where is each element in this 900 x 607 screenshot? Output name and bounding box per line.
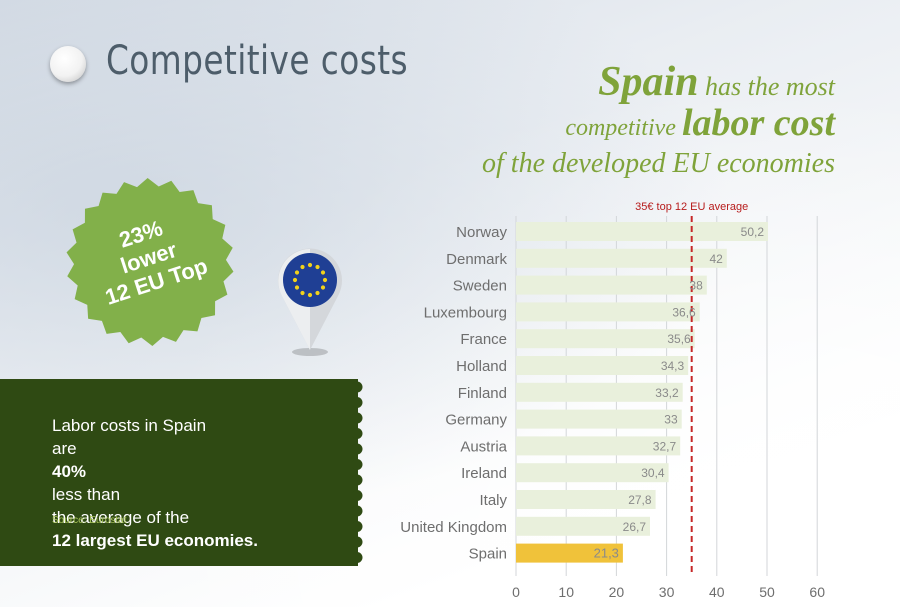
bar-austria xyxy=(516,436,681,456)
info-line-1: Labor costs in Spain xyxy=(52,416,207,435)
ticket-tooth xyxy=(352,428,363,439)
ticket-tooth xyxy=(352,459,363,470)
bar-ireland xyxy=(516,463,669,483)
x-tick-label: 30 xyxy=(659,584,675,600)
bar-luxembourg xyxy=(516,302,700,322)
value-label: 21,3 xyxy=(594,546,619,561)
ticket-edge xyxy=(352,381,363,563)
category-label: Norway xyxy=(456,224,507,241)
category-label: Italy xyxy=(479,492,507,509)
category-label: Germany xyxy=(445,412,507,429)
savings-badge: 23% lower 12 EU Top xyxy=(42,154,259,371)
value-label: 34,3 xyxy=(661,359,685,373)
eu-star xyxy=(315,290,320,296)
eu-star xyxy=(294,270,300,275)
category-label: United Kingdom xyxy=(400,519,507,536)
eu-star xyxy=(292,277,298,283)
bar-holland xyxy=(516,356,689,375)
headline-line-1: Spain has the most xyxy=(482,61,835,105)
value-label: 38 xyxy=(689,279,703,293)
eu-star xyxy=(320,285,326,290)
bar-denmark xyxy=(516,248,727,268)
category-label: Ireland xyxy=(461,465,507,482)
headline-spain: Spain xyxy=(598,59,699,105)
ticket-tooth xyxy=(352,381,363,393)
ticket-tooth xyxy=(352,505,363,517)
eu-star xyxy=(307,292,313,298)
bar-united-kingdom xyxy=(516,516,650,536)
bar-sweden xyxy=(516,275,707,295)
eu-star xyxy=(320,270,326,275)
eu-star xyxy=(315,264,320,270)
eu-star xyxy=(300,264,305,270)
info-line-2-percent: 40% xyxy=(52,462,87,481)
ticket-tooth xyxy=(352,397,363,408)
bar-norway xyxy=(516,222,768,241)
ticket-tooth xyxy=(352,521,363,532)
info-text: Labor costs in Spain are 40% less than t… xyxy=(52,414,258,552)
category-label: Holland xyxy=(456,358,507,375)
eu-star xyxy=(294,285,300,290)
bullet-circle-icon xyxy=(50,46,86,82)
value-label: 50,2 xyxy=(741,225,765,239)
x-tick-label: 40 xyxy=(709,584,725,600)
category-label: Austria xyxy=(460,438,507,455)
ticket-tooth xyxy=(352,536,363,548)
bar-italy xyxy=(516,490,656,509)
value-label: 26,7 xyxy=(623,520,647,534)
value-label: 33 xyxy=(664,413,678,427)
value-label: 27,8 xyxy=(628,493,652,507)
value-label: 35,6 xyxy=(667,332,691,346)
headline-line-3: of the developed EU economies xyxy=(482,148,835,179)
value-label: 33,2 xyxy=(655,386,679,400)
info-line-3: the average of the xyxy=(52,508,190,527)
eu-star xyxy=(307,262,313,268)
info-line-2-pre: are xyxy=(52,439,77,458)
category-label: France xyxy=(460,331,507,348)
x-tick-label: 50 xyxy=(759,584,775,600)
info-line-2: are 40% less than xyxy=(52,437,258,506)
category-label: Finland xyxy=(458,385,507,402)
ticket-tooth xyxy=(352,443,363,455)
category-label: Luxembourg xyxy=(424,304,507,321)
x-tick-label: 0 xyxy=(512,584,520,600)
info-panel: Labor costs in Spain are 40% less than t… xyxy=(0,379,363,566)
info-source: Source: Eurostat xyxy=(52,515,127,526)
headline: Spain has the most competitive labor cos… xyxy=(482,61,835,182)
headline-labor-cost: labor cost xyxy=(681,102,835,144)
chart-labels: 0 10 20 30 40 50 60 Norway 50,2 Denmark 42 Sweden 38… xyxy=(400,224,825,600)
category-label: Sweden xyxy=(453,278,507,295)
ticket-tooth xyxy=(352,552,363,563)
headline-has-the-most: has the most xyxy=(698,72,835,101)
value-label: 36,6 xyxy=(672,305,696,319)
chart-reference: 35€ top 12 EU average xyxy=(635,201,748,576)
eu-flag-map-pin-icon xyxy=(278,248,342,356)
ticket-tooth xyxy=(352,412,363,424)
headline-competitive: competitive xyxy=(565,115,682,141)
x-tick-label: 10 xyxy=(558,584,574,600)
bar-finland xyxy=(516,382,683,402)
headline-line-2: competitive labor cost xyxy=(482,102,835,146)
value-label: 30,4 xyxy=(641,466,665,480)
info-line-4: 12 largest EU economies. xyxy=(52,531,258,550)
bar-france xyxy=(516,329,695,349)
chart-bars xyxy=(516,222,768,563)
average-reference-label: 35€ top 12 EU average xyxy=(635,201,748,213)
eu-star xyxy=(322,277,328,283)
x-tick-label: 20 xyxy=(609,584,625,600)
ticket-tooth xyxy=(352,474,363,486)
bar-germany xyxy=(516,409,682,429)
category-label: Denmark xyxy=(446,251,507,268)
value-label: 32,7 xyxy=(653,439,677,453)
eu-star xyxy=(300,290,305,296)
bar-spain xyxy=(516,543,623,563)
x-tick-label: 60 xyxy=(809,584,825,600)
badge-seal-shape xyxy=(66,178,234,346)
page-title: Competitive costs xyxy=(106,38,409,84)
value-label: 42 xyxy=(709,252,723,266)
category-label: Spain xyxy=(469,546,507,563)
ticket-tooth xyxy=(352,490,363,501)
info-line-2-post: less than xyxy=(52,485,121,504)
